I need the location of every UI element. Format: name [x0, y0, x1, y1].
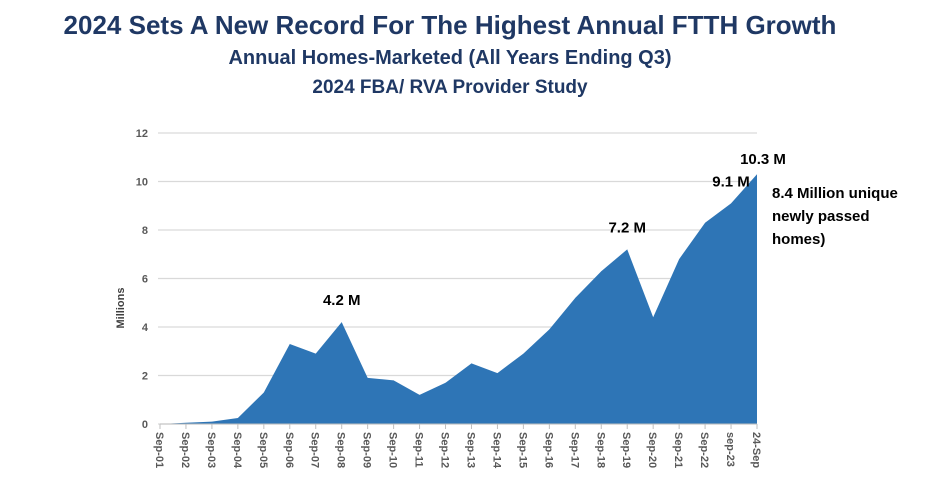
x-tick-label: Sep-20 [646, 432, 658, 468]
x-tick-label: Sep-03 [205, 432, 217, 468]
x-tick-label: Sep-17 [568, 432, 580, 468]
x-tick-label: Sep-13 [464, 432, 476, 468]
y-tick-label: 12 [136, 128, 148, 140]
chart-title: 2024 Sets A New Record For The Highest A… [63, 10, 837, 40]
area-series [160, 174, 757, 424]
x-tick-label: Sep-11 [413, 432, 425, 467]
data-label: 10.3 M [740, 151, 786, 168]
x-tick-label: Sep-19 [620, 432, 632, 468]
y-axis-title: Millions [115, 288, 127, 329]
x-tick-label: Sep-09 [361, 432, 373, 468]
x-tick-label: Sep-12 [439, 432, 451, 468]
y-tick-label: 10 [136, 177, 148, 189]
x-tick-label: Sep-16 [542, 432, 554, 468]
x-tick-label: Sep-10 [387, 432, 399, 468]
chart-subtitle: Annual Homes-Marketed (All Years Ending … [228, 47, 672, 69]
x-tick-label: 24-Sep [750, 432, 762, 468]
x-tick-label: sep-23 [724, 432, 736, 467]
data-label: 9.1 M [712, 173, 750, 190]
x-tick-label: Sep-07 [309, 432, 321, 468]
x-tick-label: Sep-01 [153, 432, 165, 468]
x-tick-label: Sep-14 [490, 432, 502, 469]
y-tick-label: 2 [142, 371, 148, 383]
x-tick-label: Sep-15 [516, 432, 528, 468]
y-tick-label: 8 [142, 225, 148, 237]
x-tick-label: Sep-18 [594, 432, 606, 468]
x-tick-label: Sep-02 [179, 432, 191, 468]
note-annotation: 8.4 Million unique newly passed homes) [772, 185, 898, 248]
data-label: 7.2 M [608, 219, 646, 236]
x-tick-label: Sep-21 [672, 432, 684, 468]
y-tick-label: 4 [142, 322, 149, 334]
x-tick-label: Sep-06 [283, 432, 295, 468]
chart-subtitle-2: 2024 FBA/ RVA Provider Study [312, 77, 588, 98]
x-tick-label: Sep-22 [698, 432, 710, 468]
y-tick-label: 6 [142, 274, 148, 286]
x-tick-label: Sep-05 [257, 432, 269, 468]
data-label: 4.2 M [323, 292, 361, 309]
x-tick-label: Sep-08 [335, 432, 347, 468]
x-tick-label: Sep-04 [231, 432, 243, 469]
y-tick-label: 0 [142, 419, 148, 431]
